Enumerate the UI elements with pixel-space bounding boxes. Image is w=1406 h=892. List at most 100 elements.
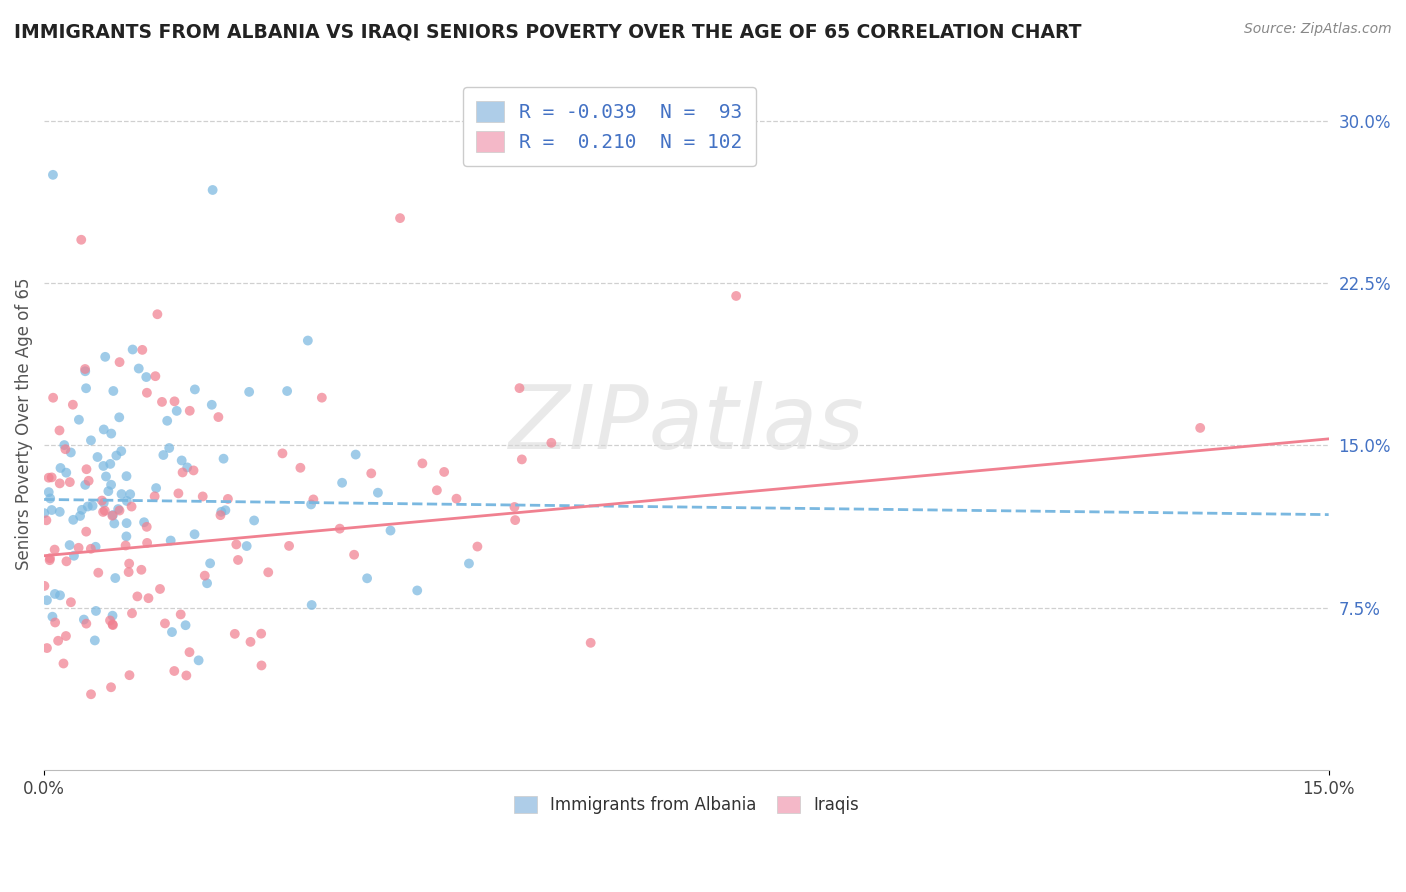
Point [107,502,129,516]
Point [76,500,98,514]
Point [276,384,298,398]
Point [80,541,103,556]
Point [217,491,239,506]
Point [39,551,62,566]
Point [115,469,138,483]
Text: IMMIGRANTS FROM ALBANIA VS IRAQI SENIORS POVERTY OVER THE AGE OF 65 CORRELATION : IMMIGRANTS FROM ALBANIA VS IRAQI SENIORS… [14,22,1081,41]
Point [138,591,160,606]
Point [145,369,167,384]
Point [75,616,97,631]
Point [226,553,249,567]
Point [191,490,214,504]
Point [290,460,312,475]
Text: Source: ZipAtlas.com: Source: ZipAtlas.com [1244,22,1392,37]
Point [131,343,153,357]
Point [38,553,60,567]
Point [163,664,186,678]
Point [32,506,55,520]
Point [118,668,141,682]
Point [198,557,221,571]
Point [360,467,382,481]
Point [49,505,72,519]
Point [42,391,65,405]
Point [93,496,115,510]
Point [59,595,82,609]
Point [63,549,86,563]
Point [86,450,108,464]
Point [34,579,56,593]
Point [367,485,389,500]
Point [59,475,82,489]
Point [55,629,77,643]
Point [446,491,468,506]
Point [214,503,236,517]
Point [152,448,174,462]
Point [160,625,183,640]
Point [150,395,173,409]
Point [329,522,352,536]
Point [97,484,120,499]
Point [224,627,246,641]
Point [207,410,229,425]
Legend: Immigrants from Albania, Iraqis: Immigrants from Albania, Iraqis [503,786,869,824]
Point [120,487,142,501]
Point [344,448,367,462]
Point [75,478,97,492]
Point [301,598,323,612]
Point [101,617,124,632]
Point [145,481,167,495]
Point [46,633,69,648]
Point [179,404,201,418]
Point [101,508,124,522]
Point [41,470,63,484]
Point [93,422,115,436]
Point [35,513,58,527]
Point [94,503,117,517]
Point [458,557,481,571]
Point [174,618,197,632]
Point [101,618,124,632]
Point [250,626,273,640]
Point [257,566,280,580]
Point [579,636,602,650]
Point [426,483,449,498]
Point [104,571,127,585]
Point [510,452,533,467]
Point [170,453,193,467]
Point [75,524,97,539]
Point [103,516,125,531]
Point [49,461,72,475]
Point [39,491,62,506]
Point [55,466,77,480]
Point [503,500,526,514]
Point [59,445,82,459]
Point [84,540,107,554]
Point [53,438,76,452]
Point [159,533,181,548]
Point [118,557,141,571]
Point [209,505,232,519]
Point [163,394,186,409]
Point [80,687,103,701]
Point [48,424,70,438]
Point [75,364,97,378]
Point [41,609,63,624]
Point [149,582,172,596]
Point [94,469,117,483]
Point [540,435,562,450]
Point [157,441,180,455]
Point [433,465,456,479]
Point [110,487,132,501]
Point [225,537,247,551]
Point [166,404,188,418]
Point [356,571,378,585]
Point [100,477,122,491]
Point [725,289,748,303]
Point [94,350,117,364]
Point [101,508,124,523]
Point [121,343,143,357]
Point [299,498,322,512]
Point [153,616,176,631]
Text: ZIPatlas: ZIPatlas [509,381,865,467]
Point [1189,421,1212,435]
